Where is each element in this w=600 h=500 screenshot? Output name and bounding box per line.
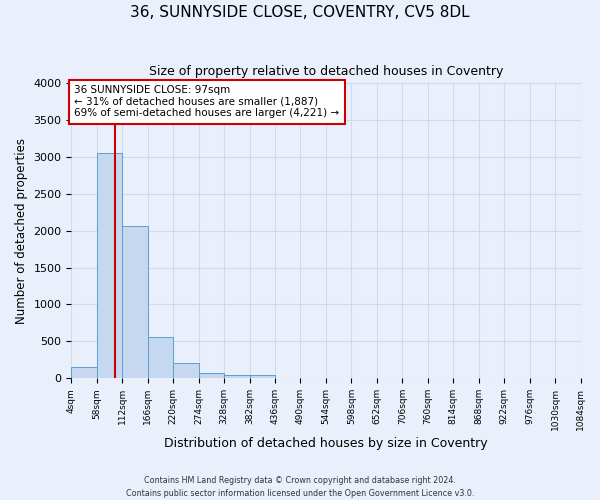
Bar <box>97 152 122 378</box>
Text: 36 SUNNYSIDE CLOSE: 97sqm
← 31% of detached houses are smaller (1,887)
69% of se: 36 SUNNYSIDE CLOSE: 97sqm ← 31% of detac… <box>74 85 340 118</box>
Bar <box>224 374 250 378</box>
Bar <box>199 373 224 378</box>
Text: Contains HM Land Registry data © Crown copyright and database right 2024.
Contai: Contains HM Land Registry data © Crown c… <box>126 476 474 498</box>
Text: 36, SUNNYSIDE CLOSE, COVENTRY, CV5 8DL: 36, SUNNYSIDE CLOSE, COVENTRY, CV5 8DL <box>130 5 470 20</box>
X-axis label: Distribution of detached houses by size in Coventry: Distribution of detached houses by size … <box>164 437 488 450</box>
Bar <box>173 362 199 378</box>
Bar <box>71 367 97 378</box>
Bar <box>122 226 148 378</box>
Bar <box>250 376 275 378</box>
Y-axis label: Number of detached properties: Number of detached properties <box>15 138 28 324</box>
Title: Size of property relative to detached houses in Coventry: Size of property relative to detached ho… <box>149 65 503 78</box>
Bar <box>148 337 173 378</box>
